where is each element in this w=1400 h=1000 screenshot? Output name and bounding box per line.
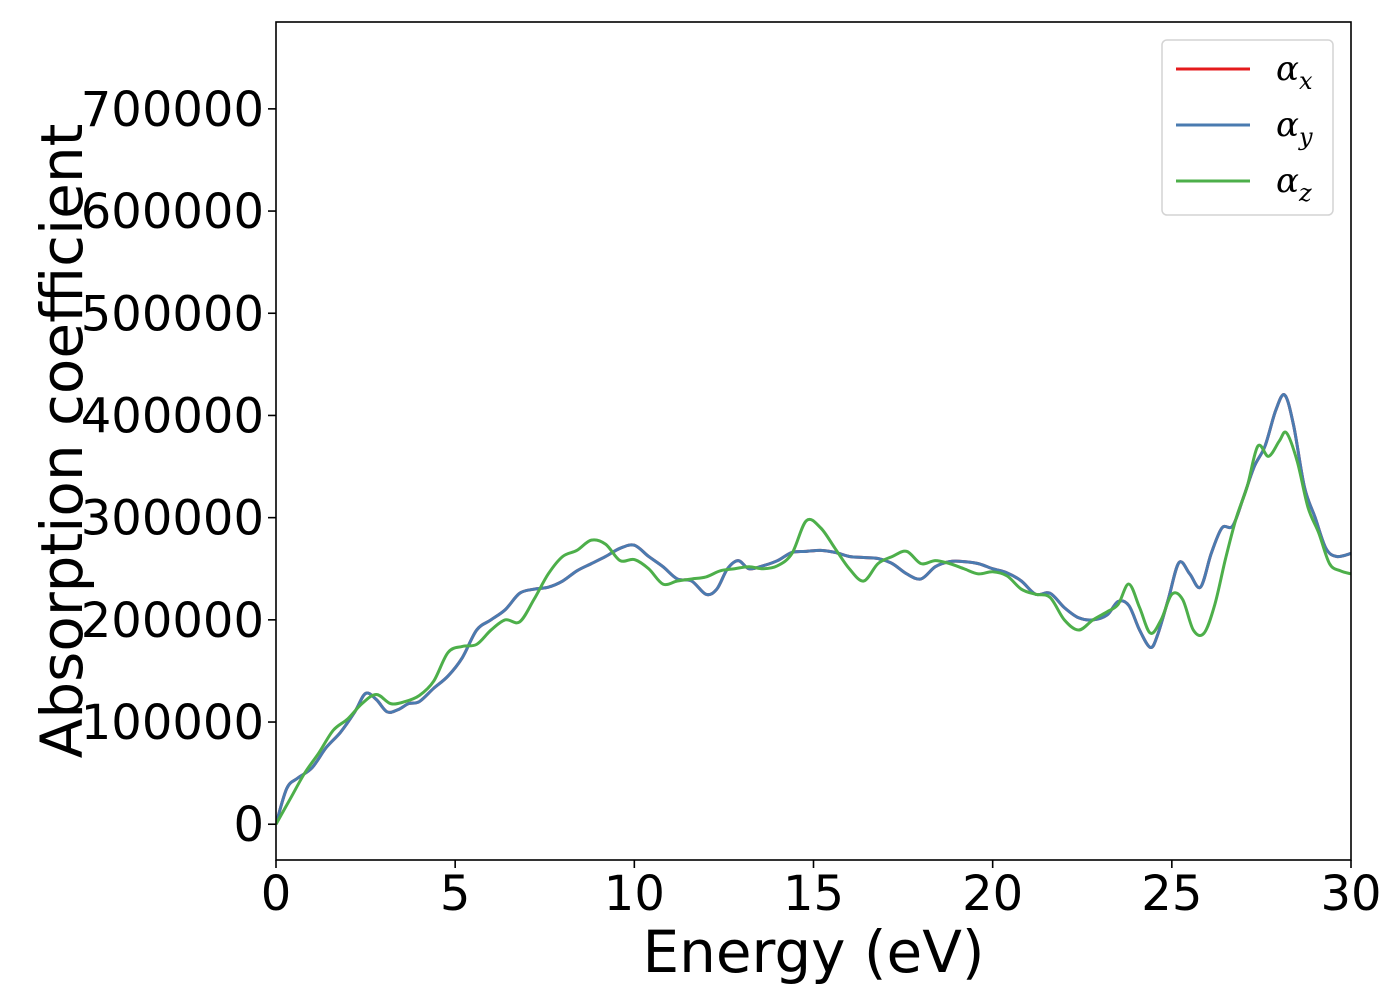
series-line-y: [276, 393, 1351, 825]
x-tick-label: 25: [1141, 866, 1202, 922]
series-line-z: [276, 430, 1351, 825]
x-tick-label: 10: [604, 866, 665, 922]
legend-label-y: αy: [1276, 105, 1313, 151]
y-tick-label: 600000: [81, 184, 264, 240]
x-tick-label: 0: [261, 866, 292, 922]
y-axis-ticks: 0 100000 200000 300000 400000 500000 600000 700…: [81, 82, 276, 853]
legend-label-x: αx: [1276, 49, 1313, 95]
y-tick-label: 0: [233, 797, 264, 853]
legend-box: [1161, 39, 1334, 216]
x-tick-label: 5: [440, 866, 471, 922]
y-tick-label: 700000: [81, 82, 264, 138]
x-axis-ticks: 0 5 10 15 20 25 30: [261, 860, 1382, 922]
y-tick-label: 300000: [81, 491, 264, 547]
y-tick-label: 500000: [81, 286, 264, 342]
series-layer: [276, 393, 1351, 825]
y-tick-label: 100000: [81, 695, 264, 751]
series-line-x: [276, 393, 1351, 825]
x-axis-label: Energy (eV): [642, 918, 984, 986]
y-axis-label: Absorption coefficient: [28, 124, 96, 759]
x-tick-label: 15: [783, 866, 844, 922]
y-tick-label: 400000: [81, 388, 264, 444]
x-tick-label: 30: [1320, 866, 1381, 922]
y-tick-label: 200000: [81, 593, 264, 649]
x-tick-label: 20: [962, 866, 1023, 922]
